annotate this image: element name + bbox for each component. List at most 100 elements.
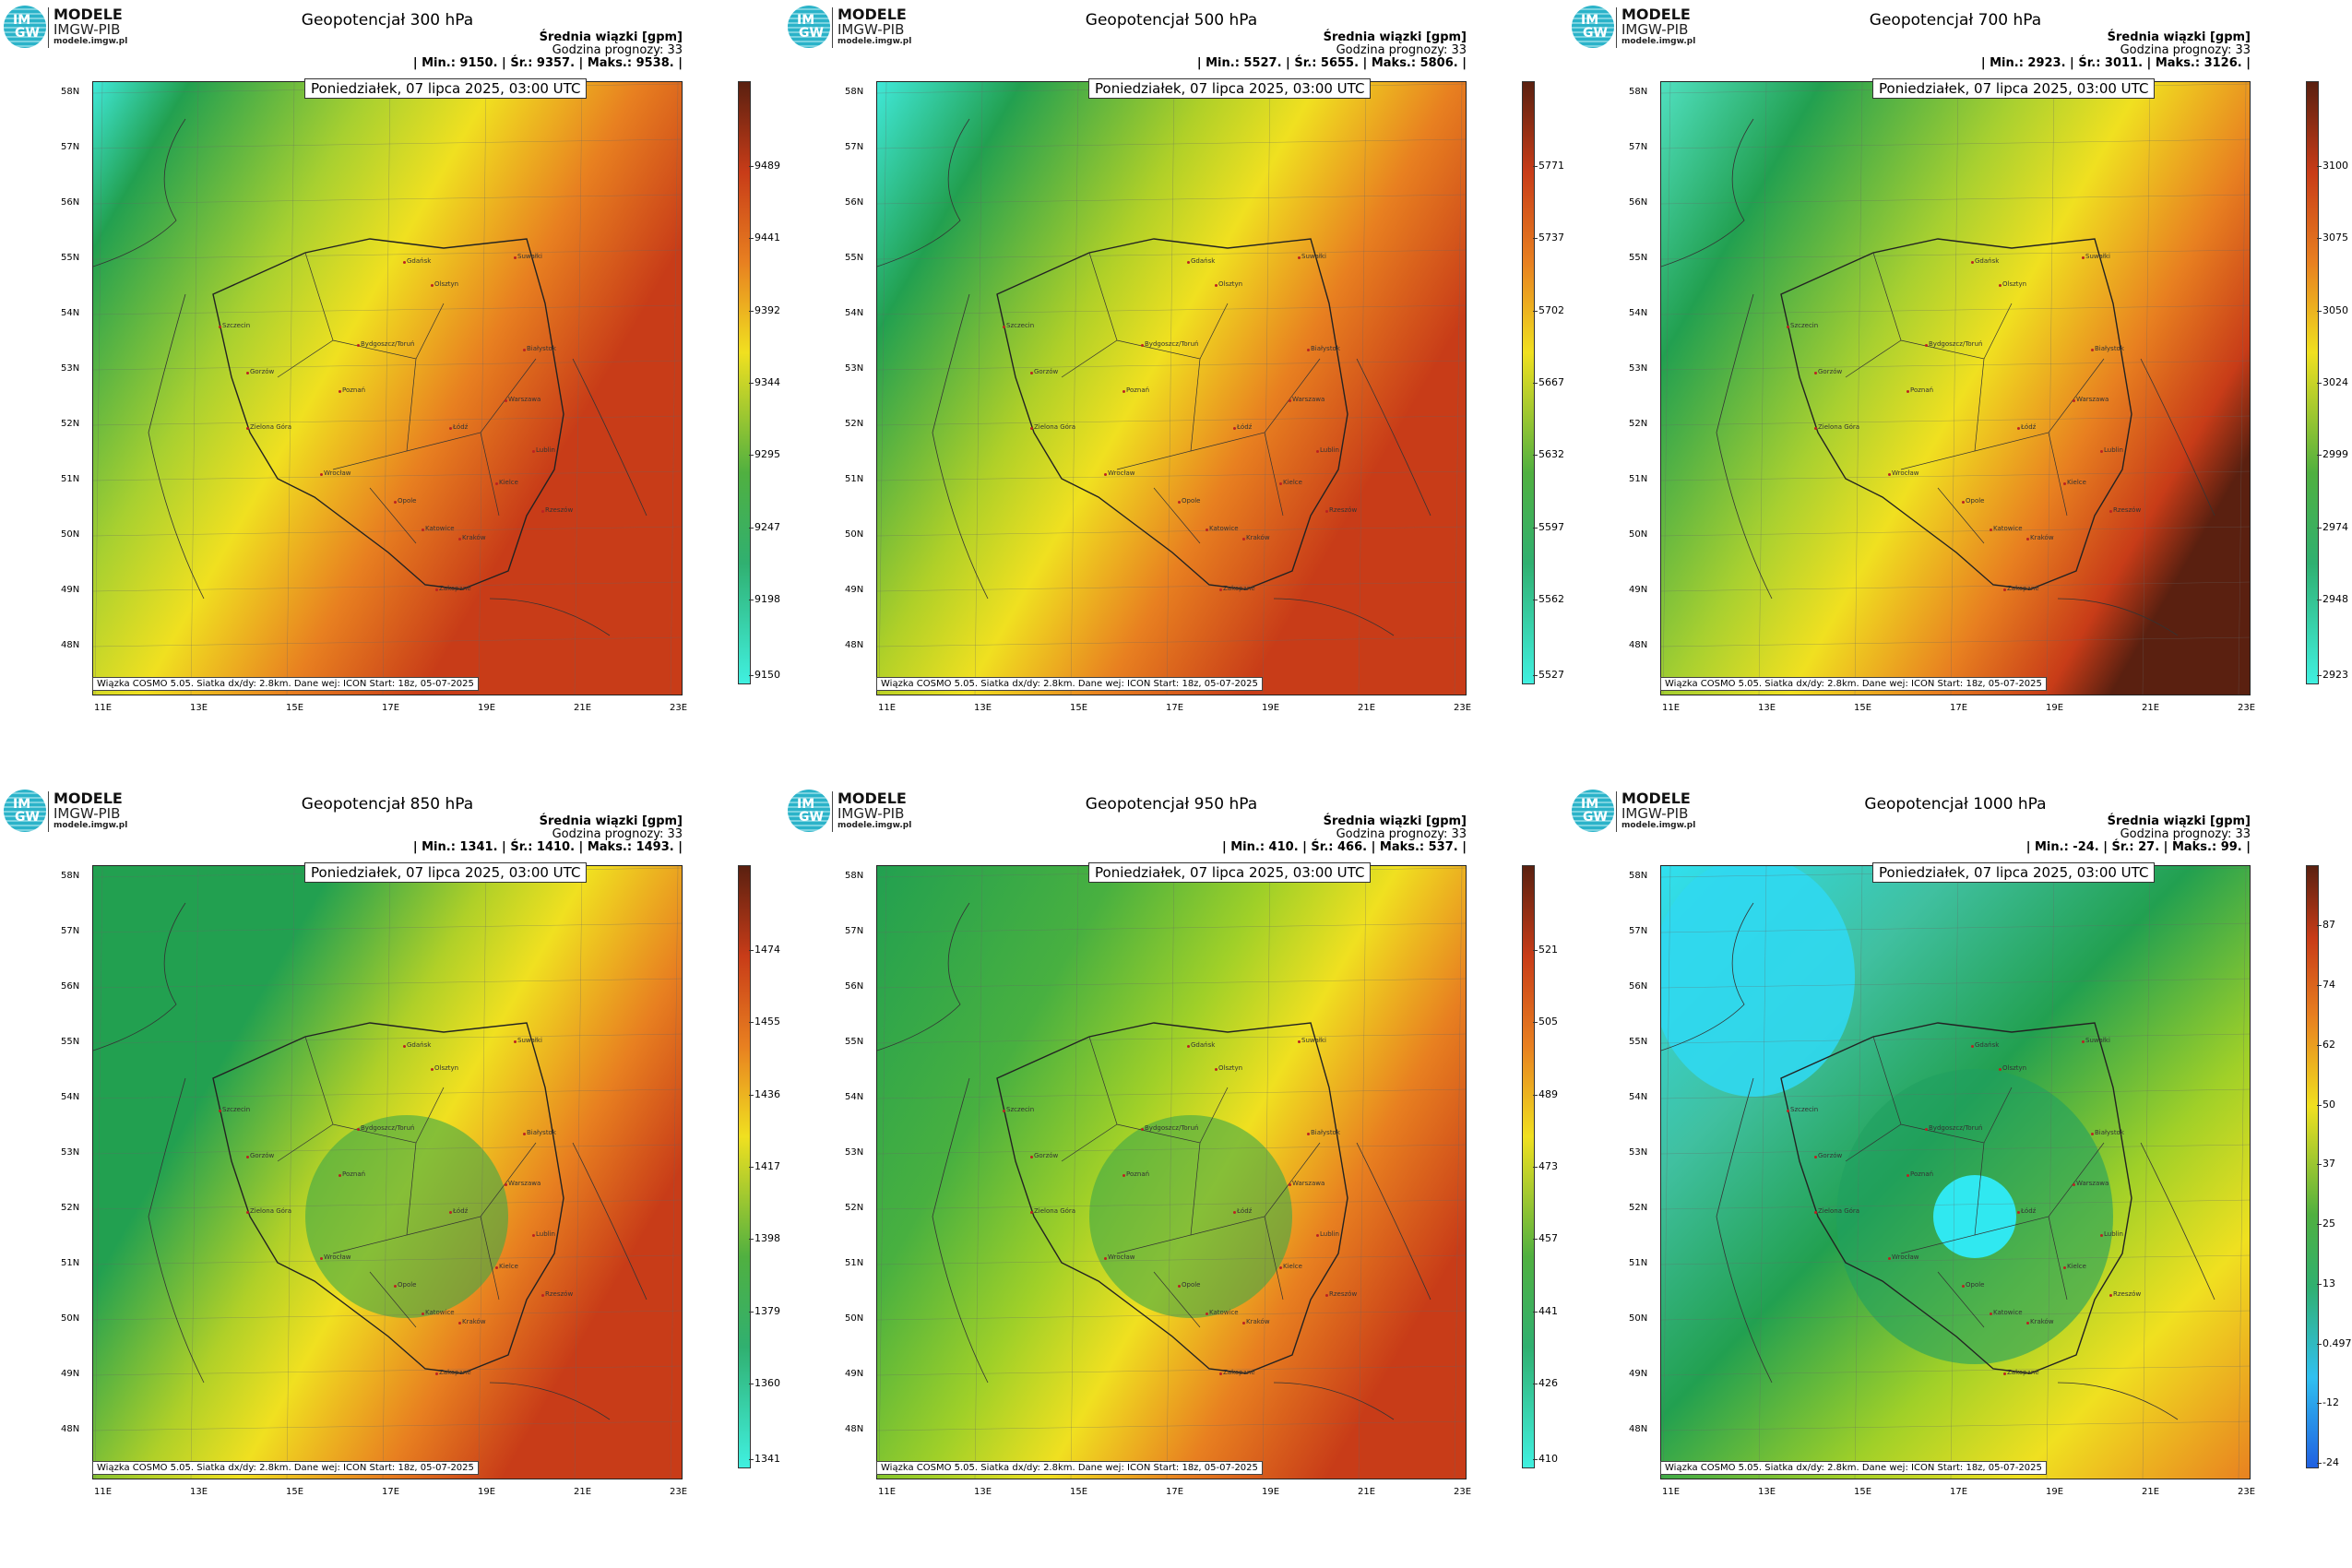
colorbar-tick: 9344 [749, 376, 780, 388]
city-label: Białystok [1307, 1129, 1340, 1136]
city-label: Białystok [523, 345, 556, 352]
lon-label: 13E [974, 703, 992, 713]
lat-label: 56N [1629, 197, 1648, 208]
city-label: Zakopane [2003, 1369, 2039, 1376]
lat-label: 53N [845, 363, 864, 374]
colorbar-tick: 5771 [1533, 159, 1564, 172]
units-label: Średnia wiązki [gpm] [539, 814, 683, 828]
logo-divider [1616, 791, 1617, 832]
colorbar-tick: 3100 [2317, 159, 2348, 172]
model-info: Wiązka COSMO 5.05. Siatka dx/dy: 2.8km. … [92, 1461, 479, 1475]
colorbar-tick: 25 [2317, 1218, 2335, 1230]
lat-label: 51N [61, 1258, 80, 1268]
city-label: Kielce [2063, 1263, 2086, 1270]
city-label: Rzeszów [1324, 506, 1358, 514]
lat-label: 49N [61, 1369, 80, 1379]
city-label: Poznań [1122, 386, 1150, 394]
logo-mark-icon: IM GW [4, 6, 46, 48]
panel-title: Geopotencjał 700 hPa [1869, 11, 2042, 30]
lat-label: 57N [61, 142, 80, 152]
logo-mark-bottom: GW [15, 26, 40, 41]
city-label: Poznań [1122, 1170, 1150, 1178]
panel-meta: Średnia wiązki [gpm] Godzina prognozy: 33… [1981, 31, 2251, 70]
logo-mark-top: IM [797, 13, 815, 28]
colorbar-tick: 9489 [749, 159, 780, 172]
lon-label: 13E [190, 1487, 208, 1497]
lat-label: 49N [1629, 1369, 1648, 1379]
city-label: Gdańsk [402, 1041, 432, 1049]
lon-label: 15E [1854, 703, 1872, 713]
city-label: Bydgoszcz/Toruń [356, 340, 415, 348]
city-label: Zielona Góra [245, 1207, 292, 1215]
colorbar-tick: 5737 [1533, 232, 1564, 244]
lat-label: 53N [1629, 1147, 1648, 1158]
city-label: Białystok [2091, 1129, 2124, 1136]
city-label: Wrocław [1103, 469, 1135, 477]
logo-mark-top: IM [797, 797, 815, 812]
city-label: Lublin [2100, 1230, 2123, 1238]
colorbar-tick: 74 [2317, 979, 2335, 992]
colorbar-tick: 9247 [749, 520, 780, 533]
city-label: Łódź [448, 423, 469, 431]
colorbar-tick: 1360 [749, 1377, 780, 1390]
lat-label: 53N [61, 1147, 80, 1158]
colorbar-tick: 62 [2317, 1038, 2335, 1051]
colorbar-tick: 1398 [749, 1232, 780, 1245]
panel-meta: Średnia wiązki [gpm] Godzina prognozy: 33… [1222, 815, 1467, 854]
city-label: Olsztyn [1998, 1064, 2027, 1072]
city-label: Wrocław [319, 1253, 351, 1261]
city-label: Warszawa [504, 1180, 541, 1187]
units-label: Średnia wiązki [gpm] [2107, 814, 2251, 828]
colorbar-tick: 2974 [2317, 520, 2348, 533]
units-label: Średnia wiązki [gpm] [539, 30, 683, 44]
lon-label: 19E [2046, 1487, 2064, 1497]
city-label: Suwałki [514, 1037, 542, 1044]
forecast-hour: Godzina prognozy: 33 [552, 827, 683, 841]
model-info: Wiązka COSMO 5.05. Siatka dx/dy: 2.8km. … [1660, 1461, 2047, 1475]
colorbar-tick: 9150 [749, 669, 780, 682]
city-label: Wrocław [1887, 469, 1919, 477]
map-area: Gdańsk Olsztyn Suwałki Szczecin Bydgoszcz/To… [1660, 81, 2251, 695]
city-label: Kielce [2063, 479, 2086, 486]
logo-line2: IMGW-PIB [837, 805, 905, 822]
city-label: Zakopane [435, 585, 471, 592]
lat-label: 54N [845, 1092, 864, 1102]
panel-title: Geopotencjał 1000 hPa [1864, 795, 2047, 814]
lat-label: 55N [61, 253, 80, 263]
lat-label: 57N [61, 926, 80, 936]
city-label: Olsztyn [1998, 280, 2027, 288]
model-info: Wiązka COSMO 5.05. Siatka dx/dy: 2.8km. … [92, 677, 479, 691]
city-label: Łódź [1232, 423, 1253, 431]
logo-divider [832, 791, 833, 832]
colorbar-tick: 2923 [2317, 669, 2348, 682]
lat-label: 48N [61, 1424, 80, 1434]
lon-label: 13E [974, 1487, 992, 1497]
colorbar-tick: 37 [2317, 1158, 2335, 1170]
panel-title: Geopotencjał 850 hPa [301, 795, 474, 814]
city-label: Kraków [458, 1318, 486, 1325]
lat-label: 58N [61, 871, 80, 881]
colorbar-tick: 9392 [749, 303, 780, 316]
colorbar-tick: 1474 [749, 943, 780, 956]
city-label: Opole [394, 1281, 417, 1289]
city-label: Warszawa [504, 396, 541, 403]
field-shading [877, 82, 1466, 695]
lat-label: 56N [61, 197, 80, 208]
logo-line2: IMGW-PIB [1621, 805, 1689, 822]
lon-label: 11E [1662, 1487, 1681, 1497]
city-label: Lublin [532, 1230, 555, 1238]
lon-label: 11E [878, 703, 897, 713]
city-label: Gorzów [1813, 368, 1843, 375]
map-panel: IM GW MODELE IMGW-PIB modele.imgw.pl Geopoten… [1568, 0, 2348, 784]
logo-divider [1616, 7, 1617, 48]
city-label: Gdańsk [1186, 1041, 1216, 1049]
forecast-hour: Godzina prognozy: 33 [2120, 827, 2251, 841]
lat-label: 56N [1629, 981, 1648, 992]
city-label: Suwałki [514, 253, 542, 260]
imgw-logo: IM GW MODELE IMGW-PIB modele.imgw.pl [788, 790, 944, 836]
colorbar-tick: 1341 [749, 1453, 780, 1466]
city-label: Lublin [1316, 1230, 1339, 1238]
city-label: Poznań [338, 1170, 366, 1178]
valid-date: Poniedziałek, 07 lipca 2025, 03:00 UTC [304, 862, 588, 883]
city-label: Łódź [2016, 423, 2037, 431]
